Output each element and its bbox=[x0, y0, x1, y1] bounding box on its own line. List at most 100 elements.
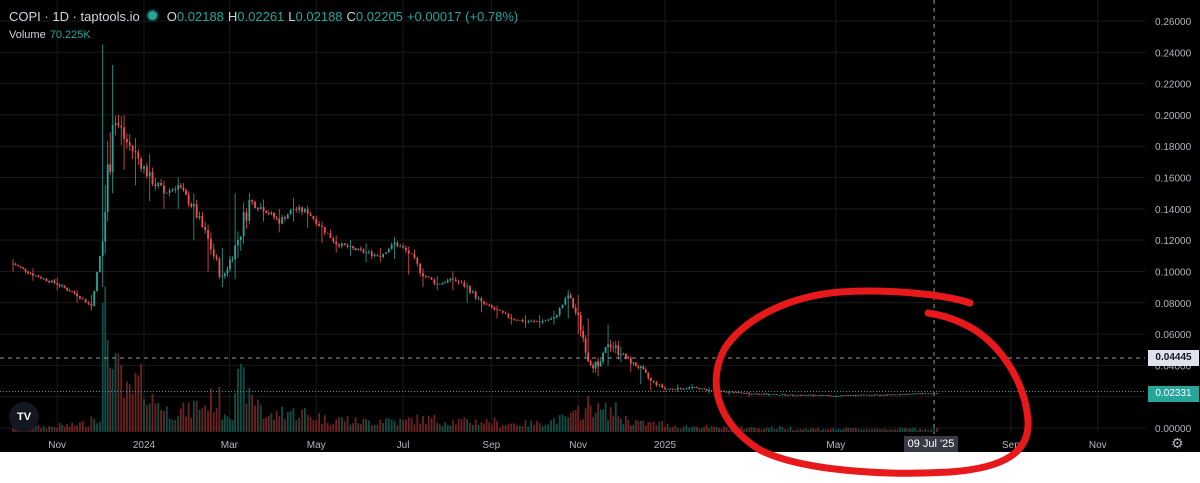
chart-pane[interactable]: 0.26000 0.24000 0.22000 0.20000 0.18000 0.160… bbox=[0, 0, 1200, 452]
candle-body bbox=[187, 194, 190, 204]
candle-body bbox=[916, 393, 919, 395]
candle-body bbox=[558, 308, 561, 316]
candle-body bbox=[303, 209, 306, 212]
volume-bar bbox=[876, 428, 879, 432]
volume-bar bbox=[604, 402, 607, 432]
candle-body bbox=[410, 253, 413, 255]
time-tick-label: May bbox=[307, 440, 326, 451]
volume-bar bbox=[862, 429, 865, 432]
volume-bar bbox=[48, 426, 51, 432]
gear-icon[interactable]: ⚙ bbox=[1171, 436, 1184, 452]
volume-bar bbox=[101, 302, 104, 432]
volume-bar bbox=[530, 420, 533, 432]
volume-bar bbox=[584, 408, 587, 432]
volume-bar bbox=[201, 408, 204, 432]
volume-bar bbox=[212, 412, 215, 432]
volume-bar bbox=[419, 423, 422, 432]
volume-bar bbox=[930, 429, 933, 432]
candle-body bbox=[332, 238, 335, 242]
volume-bar bbox=[669, 428, 672, 432]
volume-bar bbox=[832, 427, 835, 432]
price-tick-label: 0.22000 bbox=[1155, 80, 1192, 91]
volume-bar bbox=[873, 428, 876, 432]
volume-bar bbox=[488, 422, 491, 432]
candle-body bbox=[906, 394, 909, 395]
volume-bar bbox=[735, 426, 738, 432]
candle-body bbox=[471, 291, 474, 293]
volume-bar bbox=[778, 426, 781, 432]
volume-bar bbox=[839, 429, 842, 432]
volume-bar bbox=[891, 429, 894, 432]
chart-canvas[interactable]: 0.26000 0.24000 0.22000 0.20000 0.18000 0.160… bbox=[0, 0, 1200, 452]
volume-bar bbox=[647, 421, 650, 432]
candle-body bbox=[298, 207, 301, 210]
volume-bar bbox=[292, 408, 295, 432]
volume-bar bbox=[160, 410, 162, 432]
candle-body bbox=[405, 247, 407, 251]
candle-body bbox=[619, 354, 622, 356]
candle-body bbox=[237, 240, 239, 246]
volume-bar bbox=[436, 422, 439, 432]
volume-bar bbox=[577, 405, 580, 432]
volume-bar bbox=[924, 428, 927, 432]
volume-bar bbox=[323, 415, 326, 432]
volume-bar bbox=[76, 425, 78, 432]
candle-body bbox=[376, 254, 379, 256]
symbol-title[interactable]: COPI · 1D · taptools.io bbox=[9, 9, 140, 24]
volume-bar bbox=[50, 426, 53, 432]
candle-body bbox=[550, 318, 553, 320]
volume-bar bbox=[812, 428, 814, 432]
candle-body bbox=[66, 287, 69, 291]
candle-body bbox=[802, 394, 804, 396]
candle-body bbox=[483, 301, 485, 304]
volume-bar bbox=[728, 429, 730, 432]
tradingview-logo[interactable]: TV bbox=[9, 402, 39, 432]
candle-body bbox=[592, 364, 595, 369]
volume-legend: Volume 70.225K bbox=[9, 29, 91, 41]
volume-bar bbox=[607, 420, 609, 432]
volume-bar bbox=[893, 429, 896, 432]
volume-bar bbox=[256, 399, 259, 432]
candle-body bbox=[666, 388, 669, 390]
volume-bar bbox=[763, 428, 765, 432]
candle-body bbox=[516, 319, 518, 321]
volume-bar bbox=[485, 418, 488, 432]
candle-body bbox=[192, 203, 195, 207]
volume-bar bbox=[904, 427, 906, 432]
candle-body bbox=[273, 212, 275, 218]
candle-body bbox=[538, 321, 541, 323]
candle-body bbox=[373, 254, 376, 257]
volume-bar bbox=[521, 426, 524, 432]
candle-body bbox=[930, 393, 933, 395]
volume-bar bbox=[725, 427, 728, 432]
candle-body bbox=[743, 392, 745, 394]
candle-body bbox=[402, 246, 404, 248]
candle-body bbox=[530, 320, 533, 322]
volume-bar bbox=[544, 424, 547, 432]
candle-body bbox=[799, 395, 802, 396]
volume-bar bbox=[632, 424, 635, 432]
candle-body bbox=[824, 395, 827, 396]
volume-bar bbox=[698, 428, 701, 432]
price-tick-label: 0.18000 bbox=[1155, 142, 1192, 153]
volume-bar bbox=[346, 416, 349, 432]
volume-bar bbox=[587, 396, 590, 432]
candle-body bbox=[884, 395, 886, 396]
volume-bar bbox=[733, 428, 735, 432]
candle-body bbox=[857, 395, 860, 397]
volume-bar bbox=[128, 384, 131, 432]
volume-bar bbox=[396, 425, 399, 432]
volume-bar bbox=[753, 427, 755, 432]
volume-bar bbox=[527, 426, 530, 432]
candle-body bbox=[40, 277, 42, 279]
candle-body bbox=[262, 207, 265, 212]
volume-bar bbox=[881, 429, 884, 432]
candle-body bbox=[449, 278, 452, 281]
price-tick-label: 0.04000 bbox=[1155, 361, 1192, 372]
candle-body bbox=[104, 211, 107, 242]
volume-bar bbox=[745, 428, 748, 432]
volume-bar bbox=[666, 423, 669, 432]
volume-bar bbox=[827, 429, 830, 432]
candle-body bbox=[504, 312, 507, 314]
candle-body bbox=[865, 394, 868, 396]
